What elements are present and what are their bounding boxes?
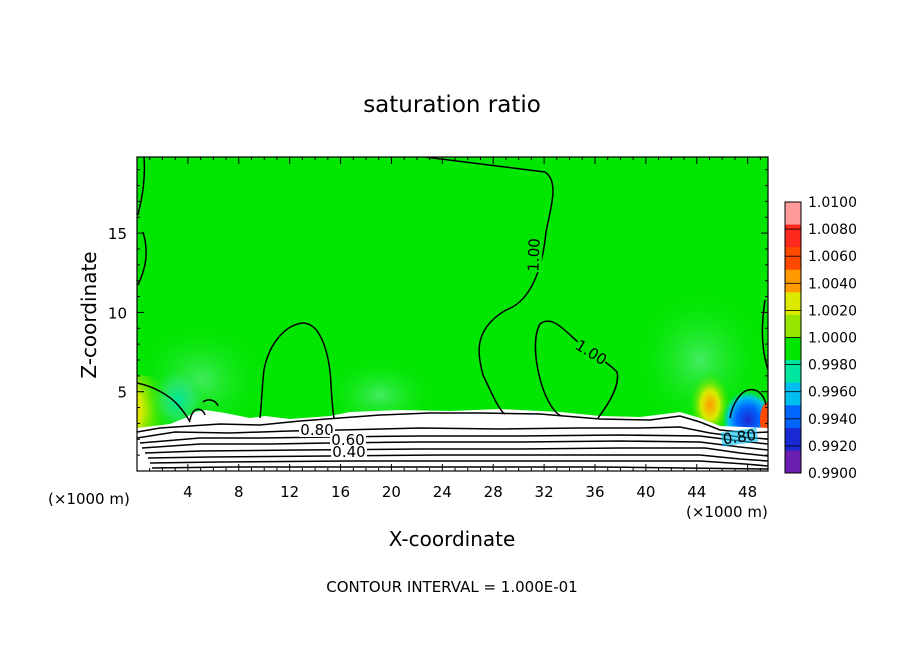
contour-line-1.00-left-low	[137, 382, 191, 423]
x-axis: 4 8 12 16 20 24 28 32 36 40 44 48	[149, 157, 761, 501]
x-tick-label: 28	[484, 483, 503, 501]
colorbar-swatch	[785, 224, 801, 248]
colorbar-swatch	[785, 427, 801, 451]
x-tick-label: 16	[331, 483, 350, 501]
chart-title: saturation ratio	[363, 92, 541, 118]
contour-line-0.6	[141, 440, 768, 451]
contour-label: 0.40	[332, 443, 365, 461]
contour-line-1.00-left-edge	[137, 157, 147, 286]
contour-line-1.00-dome	[259, 322, 335, 419]
contour-label: 1.00	[524, 238, 543, 272]
colorbar-label: 0.9920	[808, 439, 857, 455]
colorbar-swatch	[785, 337, 801, 361]
contour-label: 0.80	[300, 421, 333, 439]
colorbar-label: 1.0100	[808, 195, 857, 211]
contour-line-1.00-upper	[424, 157, 554, 415]
contour-line-0.4	[147, 454, 768, 462]
contour-lines	[137, 157, 768, 470]
y-tick-label: 5	[117, 384, 127, 402]
x-tick-label: 24	[433, 483, 452, 501]
plot-frame	[136, 156, 769, 472]
colorbar-label: 0.9900	[808, 466, 857, 482]
colorbar-label: 1.0040	[808, 276, 857, 292]
contour-line-0.5	[144, 447, 768, 457]
x-tick-label: 44	[687, 483, 706, 501]
x-axis-unit-left: (×1000 m)	[48, 490, 130, 508]
y-tick-label: 10	[108, 304, 127, 322]
x-tick-label: 48	[738, 483, 757, 501]
colorbar-label: 1.0060	[808, 249, 857, 265]
colorbar-label: 0.9980	[808, 358, 857, 374]
colorbar-swatch	[785, 269, 801, 293]
colorbar-swatch	[785, 314, 801, 338]
colorbar: 1.0100 1.0080 1.0060 1.0040 1.0020 1.0000 0.99…	[784, 195, 857, 482]
contour-label: 0.80	[722, 426, 758, 448]
colorbar-swatch	[785, 405, 801, 429]
x-tick-label: 40	[636, 483, 655, 501]
contour-line-0.7	[139, 434, 768, 445]
contour-line-0.9	[137, 412, 768, 434]
contour-line-0.3	[149, 460, 768, 467]
contour-line-1.00-lobe	[534, 320, 619, 419]
colorbar-label: 1.0020	[808, 303, 857, 319]
contour-line-1.00-right	[729, 299, 768, 419]
x-axis-label: X-coordinate	[389, 527, 516, 551]
colorbar-label: 1.0000	[808, 331, 857, 347]
contour-line-0.8	[137, 426, 768, 440]
colorbar-swatch	[785, 247, 801, 271]
plot-area: 1.00 1.00 0.80 0.60 0.40 0.80	[137, 157, 768, 471]
contour-line-0.2	[151, 466, 768, 470]
x-tick-label: 20	[382, 483, 401, 501]
x-tick-label: 8	[234, 483, 244, 501]
colorbar-label: 0.9960	[808, 385, 857, 401]
y-axis: 5 10 15	[108, 169, 768, 456]
x-axis-unit-right: (×1000 m)	[686, 503, 768, 521]
x-tick-label: 36	[585, 483, 604, 501]
x-tick-label: 4	[183, 483, 193, 501]
colorbar-label: 0.9940	[808, 412, 857, 428]
colorbar-swatch	[785, 292, 801, 316]
x-tick-label: 32	[535, 483, 554, 501]
y-tick-label: 15	[108, 225, 127, 243]
colorbar-swatch	[785, 382, 801, 406]
contour-label: 0.60	[331, 431, 364, 449]
colorbar-label: 1.0080	[808, 222, 857, 238]
x-tick-label: 12	[280, 483, 299, 501]
contour-line-small-bumps	[189, 399, 219, 421]
colorbar-swatch	[785, 450, 801, 474]
colorbar-swatch	[785, 360, 801, 384]
y-axis-label: Z-coordinate	[77, 251, 101, 378]
contour-interval-note: CONTOUR INTERVAL = 1.000E-01	[326, 578, 577, 596]
colorbar-swatch	[785, 202, 801, 226]
